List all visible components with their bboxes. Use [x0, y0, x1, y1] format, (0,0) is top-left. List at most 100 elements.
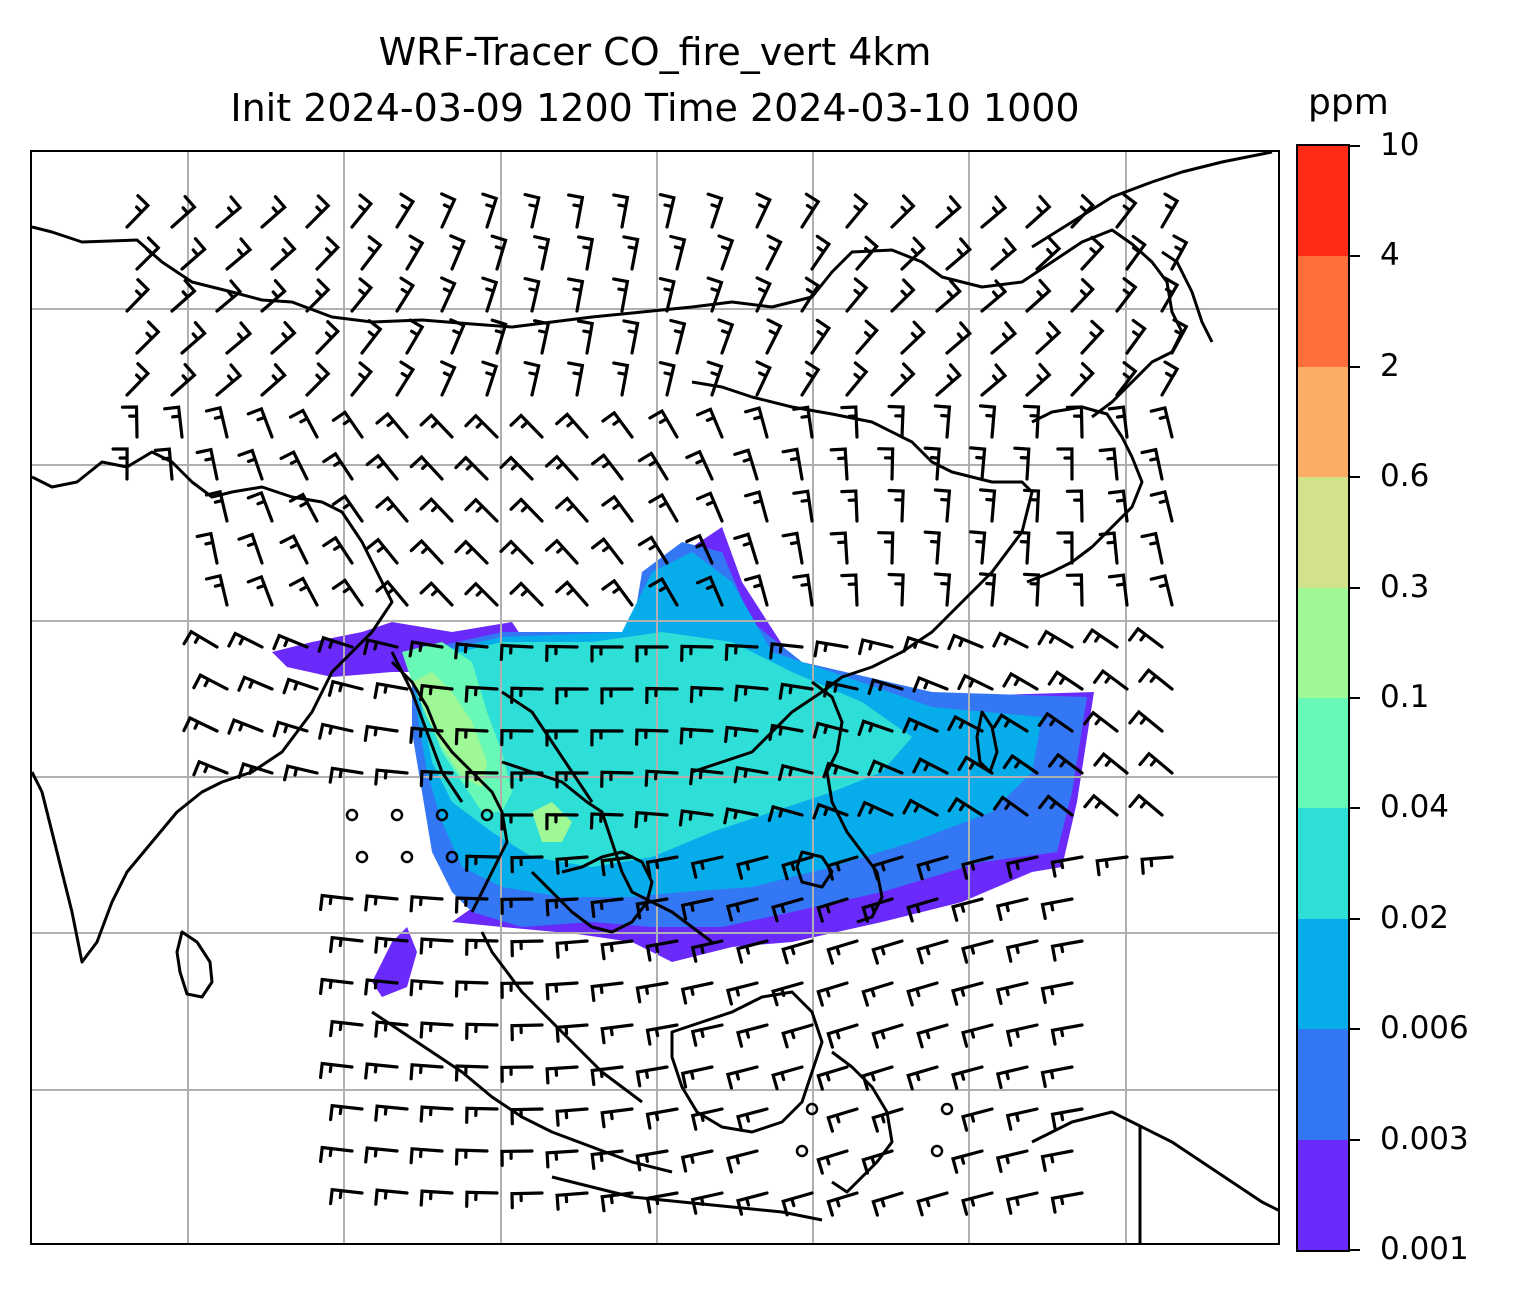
- wind-barb: [322, 451, 354, 481]
- wind-barbs: [111, 192, 1189, 1217]
- wind-barb: [246, 406, 274, 439]
- wind-barb: [812, 721, 849, 739]
- wind-barb: [523, 361, 541, 397]
- calm-wind-marker: [435, 808, 449, 822]
- map-canvas: [32, 152, 1278, 1243]
- wind-barb: [545, 981, 579, 1001]
- wind-barb: [1128, 626, 1164, 649]
- wind-barb: [1022, 404, 1041, 439]
- wind-barb: [680, 644, 714, 662]
- wind-barb: [465, 854, 499, 872]
- wind-barb: [227, 631, 264, 649]
- colorbar-tick-label: 4: [1380, 237, 1400, 274]
- wind-barb: [510, 771, 544, 789]
- wind-barb: [1050, 939, 1084, 962]
- wind-barb: [781, 939, 814, 965]
- wind-barb: [374, 1104, 409, 1122]
- wind-barb: [204, 489, 229, 523]
- wind-barb: [935, 195, 962, 229]
- wind-barb: [635, 1149, 669, 1172]
- wind-barb: [871, 855, 904, 881]
- wind-barb: [1082, 627, 1119, 649]
- wind-barb: [260, 363, 287, 397]
- wind-barb: [826, 939, 859, 965]
- wind-barb: [995, 981, 1029, 1006]
- calm-wind-marker: [445, 850, 459, 864]
- coastline-new-guinea: [1031, 1110, 1278, 1212]
- wind-barb: [792, 573, 814, 607]
- wind-barb: [635, 1065, 669, 1088]
- wind-barb: [225, 321, 253, 355]
- wind-barb: [1128, 709, 1164, 733]
- wind-barb: [1107, 489, 1129, 523]
- wind-barb: [1080, 319, 1105, 355]
- wind-barb: [1038, 794, 1074, 817]
- wind-barb: [500, 813, 534, 831]
- wind-barb: [644, 769, 679, 787]
- wind-barb: [733, 766, 769, 784]
- wind-barb: [1149, 573, 1174, 607]
- wind-barb: [500, 981, 534, 999]
- colorbar-tick: [1350, 365, 1360, 368]
- colorbar: [1296, 144, 1350, 1252]
- wind-barb: [900, 236, 926, 271]
- wind-barb: [902, 716, 939, 734]
- wind-barb: [800, 276, 821, 313]
- wind-barb: [935, 279, 962, 313]
- wind-barb: [1040, 897, 1074, 920]
- wind-barb: [906, 1065, 939, 1091]
- wind-barb: [1025, 278, 1052, 313]
- wind-barb: [490, 234, 508, 271]
- wind-barb: [1138, 751, 1174, 775]
- wind-barb: [680, 897, 714, 921]
- wind-barb: [829, 531, 849, 565]
- colorbar-tick: [1350, 255, 1360, 258]
- wind-barb: [237, 532, 264, 565]
- wind-barb: [969, 530, 987, 565]
- colorbar-tick: [1350, 1028, 1360, 1031]
- colorbar-tick: [1350, 1249, 1360, 1251]
- wind-barb: [567, 361, 585, 397]
- wind-barb: [734, 684, 769, 702]
- wind-barb: [725, 981, 759, 1006]
- wind-barb: [395, 192, 416, 229]
- wind-barb: [395, 276, 416, 313]
- wind-barb: [288, 492, 319, 523]
- wind-barb: [419, 683, 454, 702]
- wind-barb: [375, 411, 409, 439]
- wind-barb: [601, 494, 634, 523]
- wind-barb: [600, 770, 634, 788]
- wind-barb: [923, 446, 941, 481]
- wind-barb: [591, 536, 624, 565]
- wind-barb: [1013, 530, 1031, 565]
- wind-barb: [951, 897, 984, 922]
- wind-barb: [153, 447, 174, 481]
- wind-barb: [951, 981, 984, 1006]
- wind-barb: [555, 939, 589, 959]
- wind-barb: [1065, 405, 1084, 439]
- wind-barb: [490, 318, 508, 355]
- wind-barb: [195, 447, 219, 481]
- wind-barb: [980, 195, 1008, 229]
- wind-barb: [706, 360, 724, 397]
- wind-barb: [1115, 361, 1138, 397]
- wind-barb: [765, 234, 783, 271]
- wind-barb: [600, 1023, 634, 1045]
- colorbar-tick-label: 0.6: [1380, 458, 1430, 495]
- wind-barb: [1138, 667, 1174, 691]
- wind-barb: [1013, 446, 1031, 481]
- wind-barb: [576, 319, 595, 355]
- wind-barb: [419, 769, 454, 788]
- wind-barb: [858, 638, 894, 656]
- wind-barb: [246, 490, 274, 523]
- colorbar-segment: [1298, 145, 1348, 257]
- wind-barb: [680, 981, 714, 1005]
- wind-barb: [845, 277, 869, 313]
- wind-barb: [454, 980, 489, 998]
- wind-barb: [440, 192, 457, 229]
- wind-barb: [822, 761, 859, 779]
- wind-barb: [723, 807, 759, 825]
- wind-barb: [689, 685, 724, 704]
- wind-barb: [826, 855, 859, 881]
- wind-barb: [227, 718, 264, 735]
